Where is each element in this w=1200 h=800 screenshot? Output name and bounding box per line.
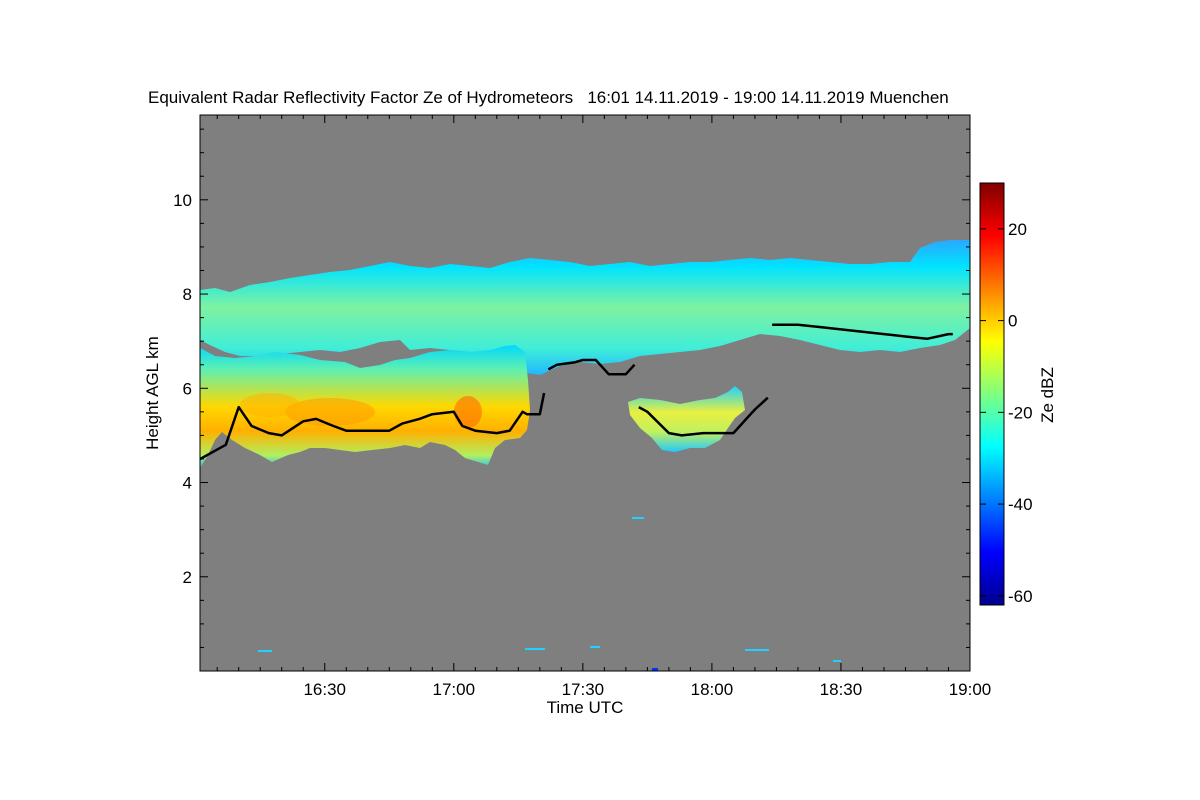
y-axis: 2 4 6 8 10 (173, 128, 970, 648)
colorbar-label: Ze dBZ (1038, 367, 1057, 423)
x-tick-label: 17:00 (433, 680, 476, 699)
colorbar-tick-label: 20 (1008, 220, 1027, 239)
colorbar-axis: -60 -40 -20 0 20 (980, 220, 1033, 606)
x-tick-label: 19:00 (949, 680, 992, 699)
high-reflectivity-core (240, 393, 300, 417)
y-axis-title: Height AGL km (143, 336, 162, 450)
y-tick-label: 4 (183, 474, 192, 493)
high-reflectivity-core (285, 398, 375, 426)
cloud-layer-upper (200, 240, 970, 375)
cloud-base-line (772, 323, 953, 341)
chart-title: Equivalent Radar Reflectivity Factor Ze … (148, 88, 949, 107)
y-tick-label: 6 (183, 379, 192, 398)
x-tick-label: 17:30 (562, 680, 605, 699)
x-tick-label: 18:00 (691, 680, 734, 699)
cloud-base-line (200, 392, 546, 461)
cloud-layer-mid-2 (628, 386, 745, 452)
reflectivity-field (200, 240, 970, 671)
colorbar (979, 182, 1005, 606)
x-axis-title: Time UTC (547, 698, 624, 717)
y-tick-label: 10 (173, 191, 192, 210)
cloud-base-lines (200, 323, 953, 461)
x-tick-label: 16:30 (303, 680, 346, 699)
colorbar-tick-label: -20 (1008, 403, 1033, 422)
plot-frame (199, 114, 971, 672)
cloud-base-line (547, 358, 636, 376)
x-axis: 16:30 17:00 17:30 18:00 18:30 19:00 (216, 115, 992, 699)
y-tick-label: 2 (183, 568, 192, 587)
cloud-base-line (638, 396, 769, 437)
colorbar-tick-label: 0 (1008, 312, 1017, 331)
x-tick-label: 18:30 (820, 680, 863, 699)
y-tick-label: 8 (183, 285, 192, 304)
colorbar-tick-label: -40 (1008, 495, 1033, 514)
ground-clutter (258, 517, 841, 671)
high-reflectivity-core (454, 396, 482, 428)
colorbar-tick-label: -60 (1008, 587, 1033, 606)
